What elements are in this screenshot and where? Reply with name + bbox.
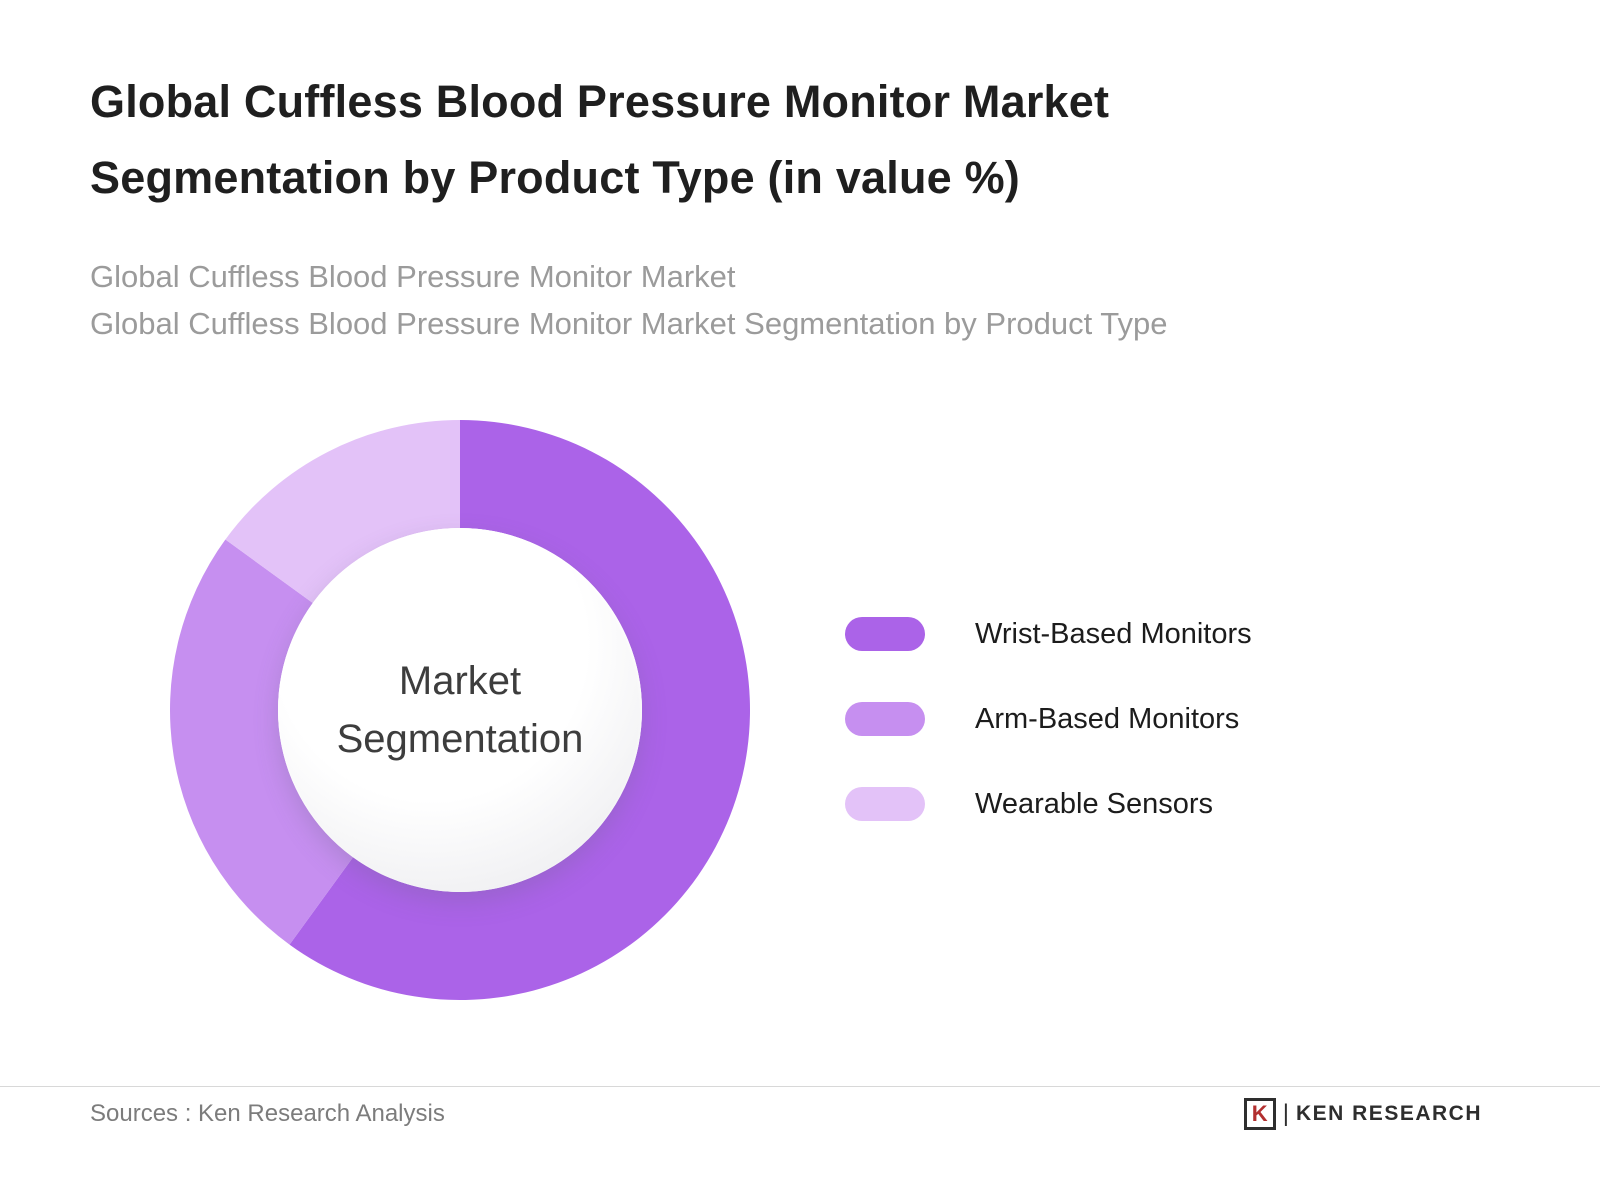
logo-text: KEN RESEARCH	[1295, 1102, 1482, 1125]
donut-segment-arm-based-monitors	[170, 539, 354, 945]
legend-label: Arm-Based Monitors	[975, 702, 1240, 735]
donut-center-label: Market Segmentation	[336, 659, 584, 761]
legend-item: Wrist-Based Monitors	[845, 612, 1252, 656]
donut-center-circle: Market Segmentation	[278, 528, 642, 892]
ken-research-logo-icon: K	[1243, 1098, 1276, 1130]
page-subtitle: Global Cuffless Blood Pressure Monitor M…	[90, 254, 1490, 347]
ken-research-logo: K | KEN RESEARCH	[1243, 1098, 1482, 1130]
legend: Wrist-Based Monitors Arm-Based Monitors We…	[845, 612, 1252, 867]
logo-separator: |	[1282, 1100, 1289, 1127]
legend-swatch	[845, 787, 925, 821]
donut-chart: Market Segmentation	[170, 420, 750, 1000]
legend-label: Wearable Sensors	[975, 787, 1214, 820]
sources-text: Sources : Ken Research Analysis	[90, 1100, 445, 1127]
donut-segment-wearable-sensors	[225, 420, 460, 604]
page-title: Global Cuffless Blood Pressure Monitor M…	[90, 76, 1110, 203]
legend-item: Arm-Based Monitors	[845, 697, 1252, 741]
legend-swatch	[845, 617, 925, 651]
subtitle-line-1: Global Cuffless Blood Pressure Monitor M…	[90, 259, 736, 294]
donut-segment-wrist-based-monitors	[289, 420, 750, 1000]
legend-swatch	[845, 702, 925, 736]
donut-svg	[170, 420, 750, 1000]
footer-divider	[0, 1086, 1600, 1087]
legend-item: Wearable Sensors	[845, 782, 1252, 826]
subtitle-line-2: Global Cuffless Blood Pressure Monitor M…	[90, 305, 1168, 341]
legend-label: Wrist-Based Monitors	[975, 617, 1252, 650]
